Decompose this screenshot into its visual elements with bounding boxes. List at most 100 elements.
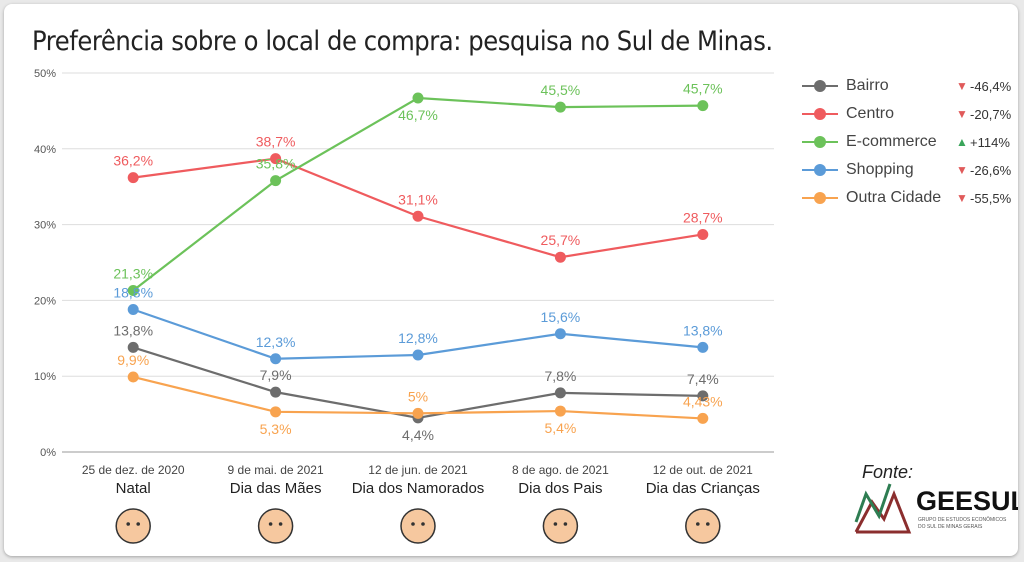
data-point (697, 390, 709, 402)
data-point (697, 341, 709, 353)
arrow-down-icon: ▼ (956, 107, 968, 121)
data-label: 18,8% (113, 284, 153, 300)
legend-item[interactable]: E-commerce ▲ +114% (802, 128, 1011, 156)
legend-swatch (802, 163, 838, 177)
line-chart: 0% 10% 20% 30% 40% 50% 25 de dez. de 2020 Natal… (34, 68, 912, 544)
legend-change: -46,4% (970, 78, 1012, 94)
data-label: 45,7% (683, 81, 723, 97)
data-point (127, 285, 139, 297)
legend-label: E-commerce (846, 133, 937, 150)
y-tick-label: 10% (34, 371, 56, 383)
legend-change: -26,6% (970, 162, 1012, 178)
arrow-down-icon: ▼ (956, 191, 968, 205)
data-point (270, 153, 282, 165)
geesul-logo-subtitle: GRUPO DE ESTUDOS ECONÔMICOS DO SUL DE MI… (918, 517, 1007, 530)
data-label: 13,8% (683, 322, 723, 338)
x-tick-date: 12 de out. de 2021 (653, 463, 753, 477)
data-label: 5,3% (260, 421, 292, 437)
data-label: 15,6% (541, 309, 581, 325)
emoji-eye (421, 522, 425, 526)
chart-title: Preferência sobre o local de compra: pes… (32, 26, 773, 57)
geesul-logo-mark (854, 489, 912, 534)
data-point (554, 251, 566, 263)
data-label: 7,8% (544, 368, 576, 384)
legend-label: Outra Cidade (846, 189, 942, 206)
data-point (697, 100, 709, 112)
data-label: 12,8% (398, 330, 438, 346)
data-point (412, 349, 424, 361)
data-point (697, 412, 709, 424)
data-point (412, 210, 424, 222)
emoji-eye (563, 522, 568, 526)
data-point (127, 172, 139, 184)
y-tick-label: 0% (40, 447, 56, 459)
data-label: 31,1% (398, 191, 438, 207)
data-label: 38,7% (256, 134, 296, 150)
y-tick-label: 40% (34, 144, 56, 156)
data-point (270, 353, 282, 365)
chart-card: Preferência sobre o local de compra: pes… (4, 4, 1018, 556)
legend-item[interactable]: Outra Cidade ▼ -55,5% (802, 184, 1011, 212)
arrow-down-icon: ▼ (956, 79, 968, 93)
legend-swatch (802, 135, 838, 149)
event-emoji-icon (400, 508, 436, 544)
emoji-eye (553, 522, 558, 526)
event-emoji-icon (685, 508, 721, 544)
data-label: 5% (408, 388, 428, 404)
legend-label: Bairro (846, 77, 889, 94)
data-point (127, 341, 139, 353)
x-tick-date: 8 de ago. de 2021 (512, 463, 609, 477)
y-tick-label: 20% (34, 295, 56, 307)
data-point (412, 407, 424, 419)
data-point (127, 371, 139, 383)
legend-change: -20,7% (970, 106, 1012, 122)
emoji-eye (278, 522, 283, 526)
legend-change: -55,5% (970, 190, 1012, 206)
y-tick-label: 50% (34, 68, 56, 80)
data-label: 35,8% (256, 156, 296, 172)
emoji-eye (268, 522, 273, 526)
x-tick-date: 9 de mai. de 2021 (228, 463, 324, 477)
legend-swatch (802, 191, 838, 205)
x-tick-event: Dia das Crianças (646, 480, 760, 497)
legend-item[interactable]: Bairro ▼ -46,4% (802, 72, 1011, 100)
data-label: 4,43% (683, 393, 723, 409)
emoji-eye (696, 522, 700, 526)
data-label: 7,4% (687, 371, 719, 387)
data-label: 45,5% (541, 82, 581, 98)
arrow-down-icon: ▼ (956, 163, 968, 177)
geesul-logo: GEESUL (916, 486, 1018, 516)
legend-swatch (802, 79, 838, 93)
emoji-eye (411, 522, 415, 526)
data-point (127, 303, 139, 315)
data-point (554, 101, 566, 113)
data-label: 28,7% (683, 209, 723, 225)
data-point (270, 175, 282, 187)
data-point (270, 386, 282, 398)
event-emoji-icon (257, 508, 294, 544)
data-label: 7,9% (260, 367, 292, 383)
data-label: 12,3% (256, 334, 296, 350)
geesul-logo-mark-line (854, 483, 892, 523)
series-line-centro (133, 157, 703, 259)
data-point (697, 228, 709, 240)
data-label: 4,4% (402, 427, 434, 443)
emoji-eye (706, 522, 710, 526)
data-label: 13,8% (113, 322, 153, 338)
x-tick-event: Dia dos Namorados (352, 480, 485, 497)
data-label: 5,4% (544, 420, 576, 436)
data-point (270, 406, 282, 418)
data-label: 21,3% (113, 266, 153, 282)
legend-item[interactable]: Shopping ▼ -26,6% (802, 156, 1011, 184)
legend-swatch (802, 107, 838, 121)
legend-item[interactable]: Centro ▼ -20,7% (802, 100, 1011, 128)
y-tick-label: 30% (34, 220, 56, 232)
data-point (554, 405, 566, 417)
emoji-eye (136, 522, 140, 526)
x-tick-date: 25 de dez. de 2020 (82, 463, 185, 477)
data-point (554, 328, 566, 340)
data-point (412, 92, 424, 104)
x-tick-date: 12 de jun. de 2021 (368, 463, 468, 477)
x-tick-event: Dia dos Pais (518, 480, 602, 497)
x-tick-event: Dia das Mães (230, 480, 322, 497)
